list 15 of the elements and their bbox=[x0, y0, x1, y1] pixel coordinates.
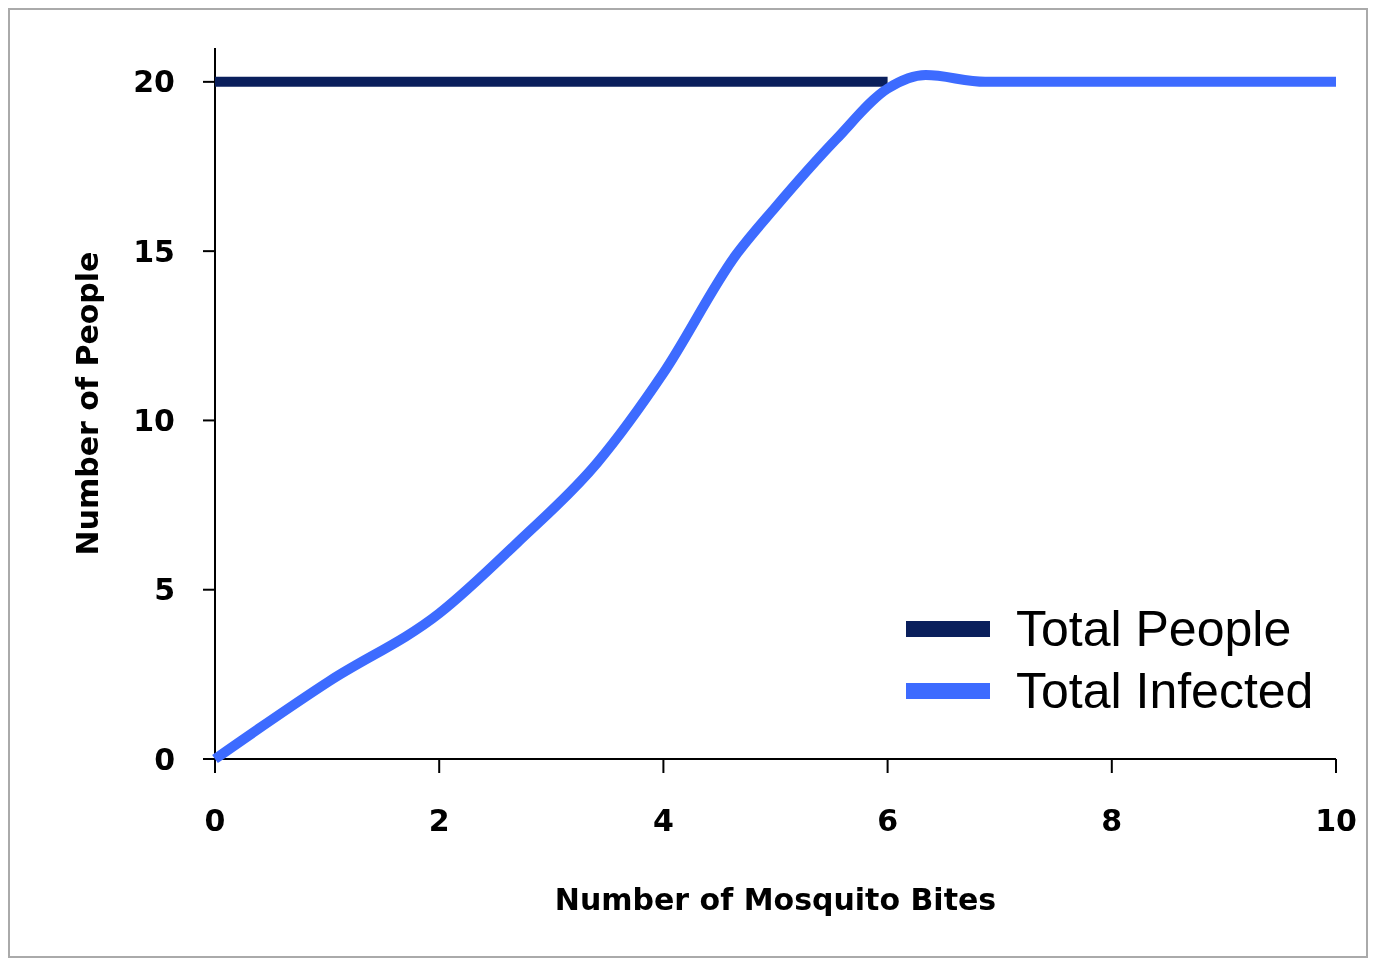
x-tick-label: 4 bbox=[652, 803, 674, 838]
x-axis-title: Number of Mosquito Bites bbox=[554, 882, 997, 917]
y-axis-title: Number of People bbox=[70, 251, 105, 556]
legend-label: Total Infected bbox=[1016, 663, 1314, 719]
y-tick-label: 10 bbox=[133, 402, 175, 438]
x-tick-label: 6 bbox=[877, 803, 899, 838]
legend-label: Total People bbox=[1016, 601, 1292, 657]
x-tick-label: 2 bbox=[428, 803, 450, 838]
x-tick-label: 0 bbox=[204, 803, 226, 838]
x-tick-label: 10 bbox=[1315, 803, 1357, 838]
x-tick-label: 8 bbox=[1101, 803, 1123, 838]
y-tick-label: 20 bbox=[133, 64, 175, 100]
y-tick-label: 15 bbox=[133, 233, 175, 269]
y-tick-label: 5 bbox=[154, 572, 175, 608]
y-tick-label: 0 bbox=[154, 741, 175, 777]
